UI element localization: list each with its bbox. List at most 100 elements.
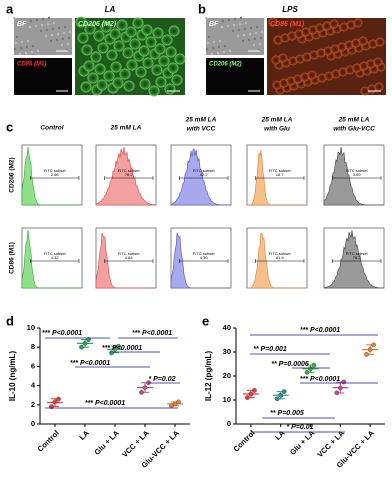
cell — [279, 78, 289, 88]
significance-label: *** P<0.0001 — [132, 330, 172, 337]
cell — [345, 65, 355, 75]
cell — [164, 83, 176, 95]
bf-texture — [253, 37, 257, 41]
bf-image — [206, 18, 264, 55]
cell — [145, 36, 157, 48]
x-tick-label: Control — [36, 428, 61, 453]
bf-texture — [255, 25, 259, 29]
y-tick-label: 6 — [31, 361, 35, 370]
bf-texture — [45, 28, 49, 32]
cell — [352, 63, 362, 73]
bf-texture — [29, 19, 33, 23]
cell — [287, 31, 297, 41]
cell — [375, 37, 385, 47]
cell — [316, 48, 326, 58]
significance-label: *** P<0.0001 — [85, 400, 125, 407]
column-title: 25 mM LA — [338, 117, 370, 124]
cell — [84, 23, 96, 35]
histogram — [21, 146, 82, 206]
cell — [77, 32, 89, 44]
x-tick-label: Glu + LA — [92, 428, 121, 457]
gate-label: FITC subset — [118, 168, 141, 173]
bf-texture — [60, 43, 64, 47]
gate-value: 81.9 — [276, 255, 285, 260]
bf-texture — [23, 20, 27, 24]
cell — [116, 19, 128, 31]
image-label: CD206 (M2) — [209, 62, 242, 68]
cell — [122, 47, 134, 59]
cell — [307, 70, 317, 80]
cell — [155, 76, 167, 88]
bf-texture — [211, 46, 215, 50]
cell — [135, 66, 147, 78]
data-point — [341, 379, 347, 385]
y-tick-label: 0 — [227, 419, 231, 428]
bf-texture — [243, 27, 247, 31]
gate-label: FITC subset — [193, 251, 216, 256]
bf-texture — [41, 17, 45, 21]
data-point — [142, 385, 148, 390]
cell — [315, 23, 325, 33]
data-point — [278, 392, 284, 398]
cell — [100, 21, 112, 33]
panel-label: b — [198, 1, 206, 16]
data-point — [281, 389, 287, 394]
data-point — [308, 366, 313, 372]
bf-texture — [62, 31, 66, 35]
cell — [308, 25, 318, 35]
bf-texture — [56, 32, 60, 36]
y-tick-label: 10 — [223, 395, 231, 404]
cell — [106, 49, 118, 61]
cell — [119, 68, 131, 80]
bf-texture — [204, 16, 208, 20]
x-tick-label: VCC + LA — [120, 428, 151, 459]
bf-texture — [25, 45, 29, 49]
cell — [358, 36, 368, 46]
bf-texture — [248, 32, 252, 36]
y-tick-label: 30 — [223, 347, 231, 356]
cell — [126, 59, 138, 71]
bf-texture — [260, 30, 264, 34]
x-tick-label: LA — [77, 428, 91, 442]
image-label: CD86 (M1) — [270, 21, 305, 28]
gate-value: 3.89 — [353, 172, 362, 177]
cell — [278, 53, 288, 63]
cell — [168, 25, 180, 37]
significance-label: *** P<0.0001 — [102, 345, 142, 352]
bf-texture — [61, 37, 65, 41]
histogram — [246, 232, 307, 289]
cell — [113, 40, 125, 52]
bf-texture — [28, 25, 32, 29]
data-point — [86, 337, 91, 342]
gate-label: FITC subset — [118, 251, 141, 256]
column-title: 25 mM LA — [110, 125, 142, 132]
cell — [141, 24, 153, 36]
bf-texture — [14, 41, 18, 45]
cell — [148, 85, 160, 97]
histogram — [170, 148, 232, 206]
gate-value: 78.2 — [125, 172, 134, 177]
bf-texture — [57, 26, 61, 30]
cell — [344, 40, 354, 50]
bf-texture — [18, 52, 22, 56]
bf-texture — [46, 22, 50, 26]
histogram — [170, 232, 231, 289]
panel-label: e — [202, 313, 209, 328]
cell — [75, 16, 87, 28]
cell — [293, 74, 303, 84]
bf-texture — [13, 47, 17, 51]
bf-texture — [15, 35, 19, 39]
gate-label: FITC subset — [346, 251, 369, 256]
cell — [139, 78, 151, 90]
gate-label: FITC subset — [269, 251, 292, 256]
bf-texture — [39, 29, 43, 33]
cell — [346, 20, 356, 30]
x-tick-label: VCC + LA — [315, 428, 346, 459]
cell — [309, 50, 319, 60]
data-point — [337, 385, 343, 391]
y-tick-label: 40 — [223, 323, 231, 332]
bf-texture — [47, 16, 51, 20]
data-point — [304, 370, 310, 375]
bf-texture — [217, 45, 221, 49]
cell — [161, 34, 173, 46]
